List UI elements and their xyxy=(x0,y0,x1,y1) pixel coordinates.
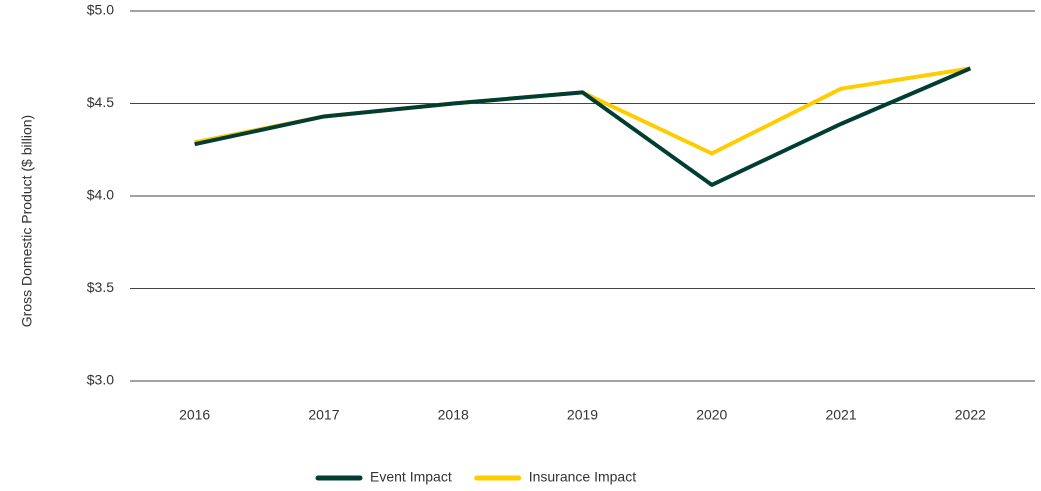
x-tick-label: 2019 xyxy=(567,407,598,423)
series-line xyxy=(194,66,972,187)
y-tick-label: $4.0 xyxy=(87,187,114,203)
legend-label: Insurance Impact xyxy=(529,469,636,485)
legend-label: Event Impact xyxy=(370,469,452,485)
x-tick-label: 2017 xyxy=(308,407,339,423)
x-tick-label: 2021 xyxy=(825,407,856,423)
x-tick-label: 2020 xyxy=(696,407,727,423)
x-tick-label: 2018 xyxy=(438,407,469,423)
y-tick-label: $5.0 xyxy=(87,2,114,18)
y-tick-label: $4.5 xyxy=(87,94,114,110)
x-tick-label: 2022 xyxy=(955,407,986,423)
x-tick-label: 2016 xyxy=(179,407,210,423)
y-axis-label: Gross Domestic Product ($ billion) xyxy=(19,115,35,327)
y-tick-label: $3.5 xyxy=(87,279,114,295)
series-line xyxy=(194,66,971,156)
y-tick-label: $3.0 xyxy=(87,372,114,388)
